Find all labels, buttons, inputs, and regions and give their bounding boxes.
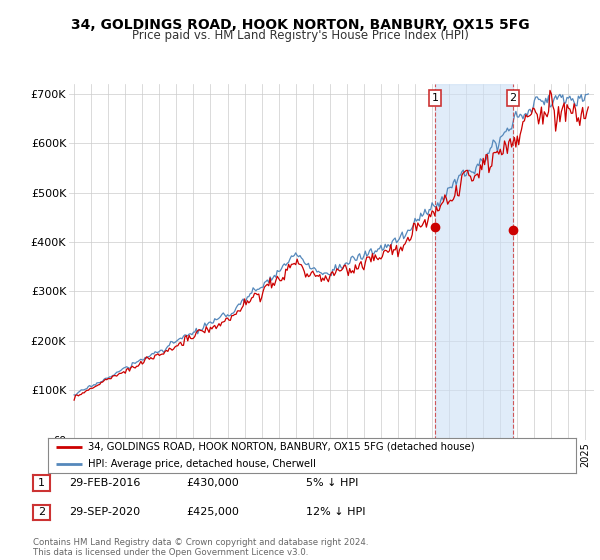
Text: 12% ↓ HPI: 12% ↓ HPI bbox=[306, 507, 365, 517]
Text: 2: 2 bbox=[38, 507, 45, 517]
Text: 1: 1 bbox=[38, 478, 45, 488]
Text: 29-FEB-2016: 29-FEB-2016 bbox=[69, 478, 140, 488]
Bar bbox=[435, 84, 513, 440]
Text: 29-SEP-2020: 29-SEP-2020 bbox=[69, 507, 140, 517]
Text: Contains HM Land Registry data © Crown copyright and database right 2024.
This d: Contains HM Land Registry data © Crown c… bbox=[33, 538, 368, 557]
Text: £425,000: £425,000 bbox=[186, 507, 239, 517]
Text: 2: 2 bbox=[509, 93, 517, 103]
Text: 1: 1 bbox=[431, 93, 439, 103]
Text: 5% ↓ HPI: 5% ↓ HPI bbox=[306, 478, 358, 488]
Text: Price paid vs. HM Land Registry's House Price Index (HPI): Price paid vs. HM Land Registry's House … bbox=[131, 29, 469, 42]
Text: £430,000: £430,000 bbox=[186, 478, 239, 488]
Text: HPI: Average price, detached house, Cherwell: HPI: Average price, detached house, Cher… bbox=[88, 459, 316, 469]
Text: 34, GOLDINGS ROAD, HOOK NORTON, BANBURY, OX15 5FG (detached house): 34, GOLDINGS ROAD, HOOK NORTON, BANBURY,… bbox=[88, 442, 474, 452]
Text: 34, GOLDINGS ROAD, HOOK NORTON, BANBURY, OX15 5FG: 34, GOLDINGS ROAD, HOOK NORTON, BANBURY,… bbox=[71, 18, 529, 32]
